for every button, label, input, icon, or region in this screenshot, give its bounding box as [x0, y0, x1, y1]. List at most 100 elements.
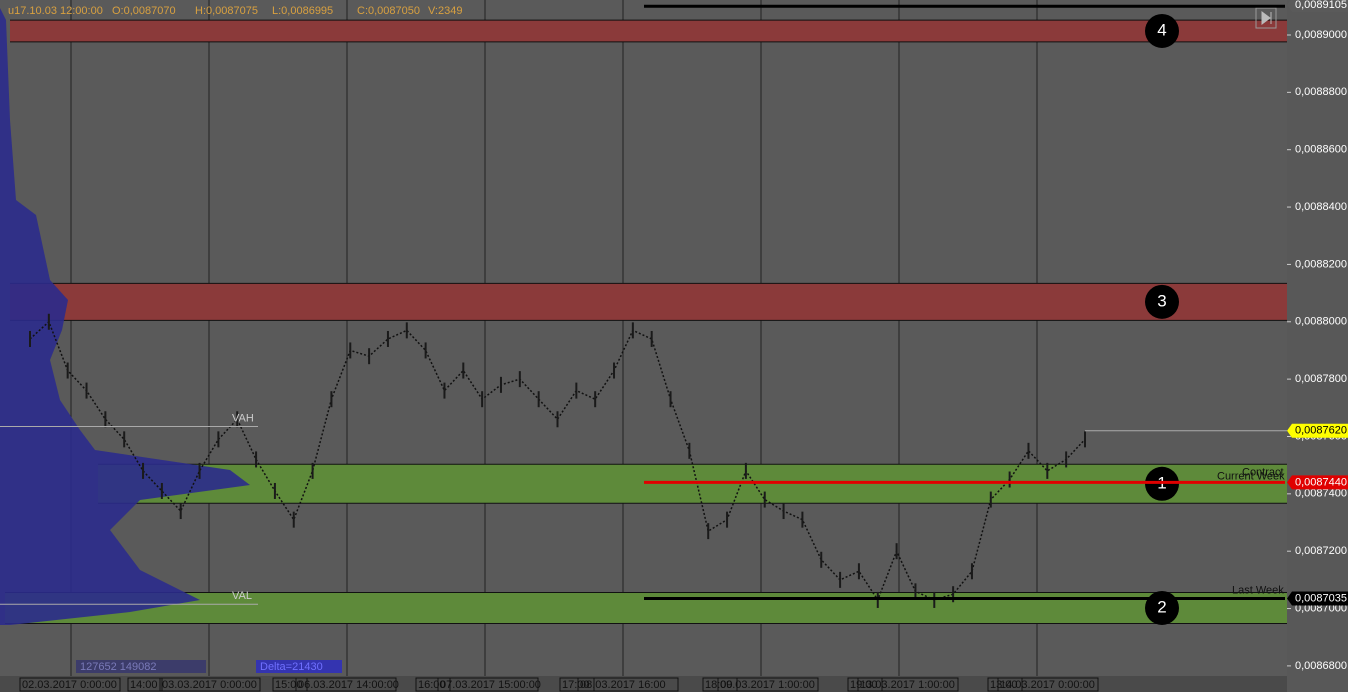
price-bar	[443, 382, 446, 399]
x-label: 18:00	[705, 679, 733, 691]
y-tick-label: 0,0086800	[1295, 660, 1347, 672]
price-bar	[989, 491, 992, 508]
x-label: 16:00	[418, 679, 446, 691]
price-bar	[273, 482, 276, 499]
y-tick-label: 0,0088400	[1295, 201, 1347, 213]
time-axis	[0, 676, 1287, 692]
x-label: 13.03.2017 1:00:00	[860, 679, 955, 691]
price-tag-label: 0,0087035	[1295, 592, 1347, 604]
price-bar	[66, 362, 69, 379]
price-bar	[970, 563, 973, 580]
price-tag	[1287, 423, 1348, 438]
price-bar	[198, 462, 201, 479]
x-label: 19:00	[850, 679, 878, 691]
price-bar	[820, 551, 823, 568]
x-label-box	[997, 677, 1099, 692]
price-bar	[349, 342, 352, 359]
zone	[10, 283, 1287, 321]
annotation: Last Week	[1232, 584, 1284, 596]
price-bar	[255, 451, 258, 468]
price-bar	[782, 503, 785, 520]
delta-box	[256, 660, 342, 673]
y-tick-label: 0,0087400	[1295, 488, 1347, 500]
y-tick-label: 0,0087200	[1295, 545, 1347, 557]
price-bar	[952, 586, 955, 603]
volume-profile	[0, 8, 250, 625]
price-bar	[123, 431, 126, 448]
price-bar	[669, 391, 672, 408]
price-bar	[801, 511, 804, 528]
y-tick-label: 0,0088800	[1295, 86, 1347, 98]
price-bar	[1065, 451, 1068, 468]
price-bar	[236, 411, 239, 428]
price-bar	[160, 482, 163, 499]
price-bar	[839, 571, 842, 588]
x-label: 14:00	[130, 679, 158, 691]
price-bar	[405, 322, 408, 339]
price-bar	[1027, 442, 1030, 459]
price-bar	[613, 362, 616, 379]
x-label-box	[577, 677, 679, 692]
price-bar	[857, 563, 860, 580]
annotation: VAL	[232, 590, 252, 602]
price-tag-label: 0,0087620	[1295, 425, 1347, 437]
price-bar	[1084, 431, 1086, 448]
price-bar	[631, 322, 634, 339]
price-bar	[104, 411, 107, 428]
header-field: u17.10.03 12:00:00	[8, 5, 103, 17]
zone-number: 4	[1157, 20, 1166, 39]
x-label: 09.03.2017 1:00:00	[720, 679, 815, 691]
x-label-box	[857, 677, 959, 692]
price-bar	[650, 330, 653, 347]
x-label: 17:00	[562, 679, 590, 691]
price-bar	[142, 462, 145, 479]
y-tick-label: 0,0088600	[1295, 144, 1347, 156]
price-bar	[481, 391, 484, 408]
header-field: C:0,0087050	[357, 5, 420, 17]
price-bar	[85, 382, 88, 399]
price-bar	[311, 462, 314, 479]
zone-number: 3	[1157, 291, 1166, 310]
y-tick-label: 0,0088000	[1295, 316, 1347, 328]
header-field: V:2349	[428, 5, 462, 17]
price-bar	[1046, 462, 1049, 479]
price-bar	[556, 411, 559, 428]
x-label-box	[19, 677, 121, 692]
price-bar	[518, 371, 521, 388]
grid	[70, 0, 1038, 676]
x-label: 03.03.2017 0:00:00	[162, 679, 257, 691]
price-bar	[292, 511, 295, 528]
zone	[10, 20, 1287, 42]
x-label-box	[717, 677, 819, 692]
zone-number: 2	[1157, 597, 1166, 616]
price-bar	[575, 382, 578, 399]
price-bar	[368, 348, 371, 365]
scroll-end-button[interactable]	[1255, 7, 1277, 29]
zone-badge	[1145, 13, 1179, 48]
price-tag	[1287, 0, 1348, 12]
x-label-box	[127, 677, 163, 692]
x-label-box	[559, 677, 595, 692]
scroll-end-icon	[1261, 11, 1272, 25]
annotation: Contract	[1242, 466, 1284, 478]
price-bar	[29, 330, 31, 347]
price-bar	[330, 391, 333, 408]
x-label-box	[295, 677, 397, 692]
price-bar	[744, 462, 747, 479]
price-bar	[424, 342, 427, 359]
x-label-box	[272, 677, 308, 692]
x-label-box	[159, 677, 261, 692]
x-label: 14.03.2017 0:00:00	[1000, 679, 1095, 691]
price-bar	[462, 362, 465, 379]
price-tag-label: 0,0087440	[1295, 476, 1347, 488]
price-bar	[1008, 471, 1011, 488]
annotation: Current Week	[1217, 470, 1285, 482]
price-bar	[537, 391, 540, 408]
annotation: VAH	[232, 412, 254, 424]
x-label: 07.03.2017 15:00:00	[440, 679, 541, 691]
x-label: 02.03.2017 0:00:00	[22, 679, 117, 691]
header-field: H:0,0087075	[195, 5, 258, 17]
delta: Delta=21430	[260, 661, 323, 673]
